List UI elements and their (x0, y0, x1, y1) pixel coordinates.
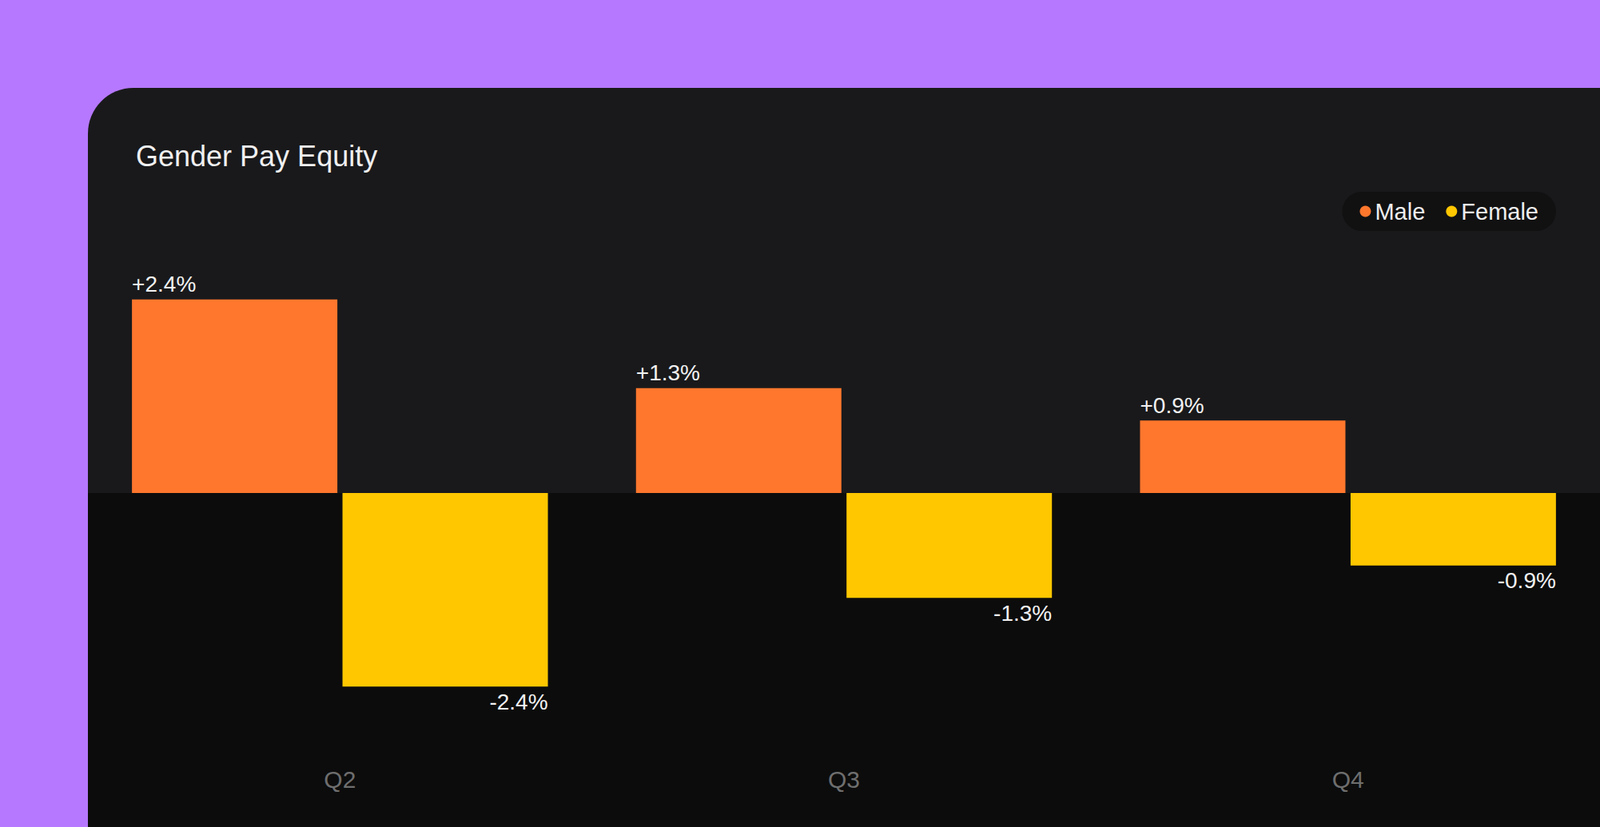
svg-text:Gender Pay Equity: Gender Pay Equity (135, 139, 378, 173)
svg-text:Q3: Q3 (827, 766, 860, 793)
svg-text:+1.3%: +1.3% (636, 360, 701, 386)
svg-text:-2.4%: -2.4% (489, 689, 548, 715)
svg-text:Q4: Q4 (1332, 766, 1365, 793)
svg-text:Male: Male (1374, 199, 1425, 225)
svg-text:+0.9%: +0.9% (1139, 393, 1204, 418)
svg-text:-1.3%: -1.3% (993, 600, 1052, 626)
svg-text:-0.9%: -0.9% (1497, 568, 1557, 594)
svg-text:+2.4%: +2.4% (131, 271, 196, 297)
svg-text:Q2: Q2 (323, 766, 356, 793)
svg-text:Female: Female (1460, 199, 1539, 225)
